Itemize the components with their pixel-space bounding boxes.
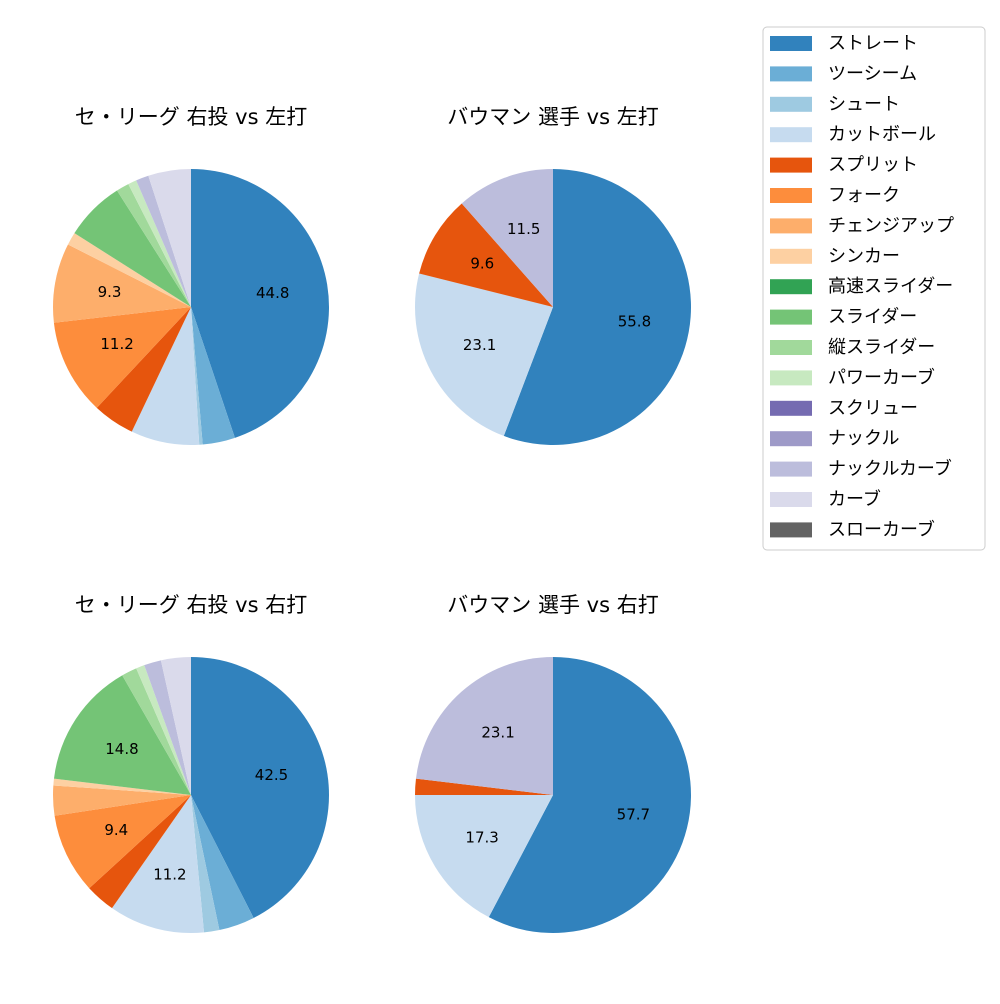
pie-slice	[415, 778, 553, 795]
legend-label: ナックル	[828, 428, 899, 449]
legend-label: ストレート	[828, 33, 918, 54]
slice-label: 11.2	[153, 866, 186, 884]
pie-slice	[53, 307, 192, 408]
legend-swatch	[770, 461, 812, 477]
pie-slice	[89, 795, 191, 909]
pie-slice	[415, 795, 553, 918]
legend-swatch	[770, 340, 812, 355]
legend-label: シンカー	[828, 246, 900, 267]
pie-slice	[191, 795, 220, 933]
legend-label: パワーカーブ	[828, 366, 935, 388]
legend-swatch	[770, 96, 812, 112]
slice-label: 44.8	[256, 284, 289, 302]
pie-slice	[488, 657, 691, 933]
pie-slice	[53, 675, 191, 795]
pie-slice	[191, 657, 330, 918]
pie-slice	[53, 778, 191, 795]
legend-label: カーブ	[828, 488, 881, 510]
legend-swatch	[770, 279, 812, 295]
pie-slice	[52, 244, 191, 323]
pie-slice	[191, 795, 254, 931]
legend-swatch	[770, 218, 812, 234]
legend-swatch	[770, 400, 812, 416]
pie-slice	[144, 660, 191, 795]
slice-label: 42.5	[255, 766, 288, 784]
legend-label: フォーク	[828, 185, 900, 206]
legend-swatch	[770, 188, 812, 203]
pie-slice	[112, 795, 204, 934]
slice-label: 17.3	[465, 828, 498, 846]
pie-slice	[96, 307, 191, 432]
chart-title: セ・リーグ 右投 vs 左打	[75, 105, 307, 129]
pie-slice	[415, 273, 553, 436]
legend-label: ナックルカーブ	[828, 458, 952, 480]
legend-label: カットボール	[828, 124, 936, 145]
pie-slice	[191, 307, 203, 445]
pie-slice	[54, 795, 192, 889]
pie-slice	[74, 190, 191, 307]
slice-label: 9.6	[470, 254, 494, 272]
slice-label: 11.2	[100, 335, 133, 353]
pie-slice	[415, 657, 553, 795]
pie-slice	[136, 175, 191, 307]
slice-label: 14.8	[105, 740, 138, 758]
chart-title: セ・リーグ 右投 vs 右打	[75, 593, 307, 617]
slice-label: 23.1	[463, 336, 496, 354]
legend-swatch	[770, 66, 812, 82]
legend-swatch	[770, 492, 812, 507]
slice-label: 57.7	[617, 805, 650, 823]
pie-slice	[419, 203, 553, 307]
pie-slice	[191, 307, 235, 445]
legend-swatch	[770, 127, 812, 143]
slice-label: 23.1	[481, 724, 514, 742]
legend-swatch	[770, 522, 812, 538]
pie-slice	[131, 307, 200, 446]
legend-label: シュート	[828, 94, 900, 115]
pie-slice	[461, 169, 553, 307]
chart-title: バウマン 選手 vs 左打	[447, 105, 658, 129]
slice-label: 9.3	[98, 283, 122, 301]
pie-slice	[191, 169, 330, 438]
slice-label: 55.8	[618, 313, 651, 331]
legend-swatch	[770, 248, 812, 264]
legend-swatch	[770, 157, 812, 173]
pie-slice	[128, 180, 191, 307]
pie-slice	[122, 668, 191, 795]
legend-label: スプリット	[828, 155, 918, 176]
legend-label: スクリュー	[828, 398, 918, 419]
legend-label: 高速スライダー	[828, 276, 953, 297]
legend-label: 縦スライダー	[828, 337, 935, 358]
legend-label: ツーシーム	[828, 63, 917, 84]
pie-slice	[116, 184, 191, 307]
slice-label: 11.5	[507, 220, 540, 238]
legend-swatch	[770, 370, 812, 386]
pie-slice	[503, 169, 691, 445]
chart-title: バウマン 選手 vs 右打	[447, 593, 658, 617]
pie-slice	[148, 169, 191, 307]
pie-slice	[160, 657, 191, 795]
legend-swatch	[770, 36, 812, 51]
legend-label: チェンジアップ	[828, 215, 954, 236]
legend-box	[762, 26, 986, 551]
slice-label: 9.4	[104, 821, 128, 839]
pie-slice	[67, 233, 191, 307]
legend-swatch	[770, 431, 812, 447]
legend-label: スライダー	[828, 307, 917, 328]
legend-swatch	[770, 309, 812, 325]
pie-slice	[53, 778, 192, 795]
pie-slice	[53, 785, 191, 816]
pie-slice	[136, 665, 191, 795]
legend-label: スローカーブ	[828, 518, 935, 540]
